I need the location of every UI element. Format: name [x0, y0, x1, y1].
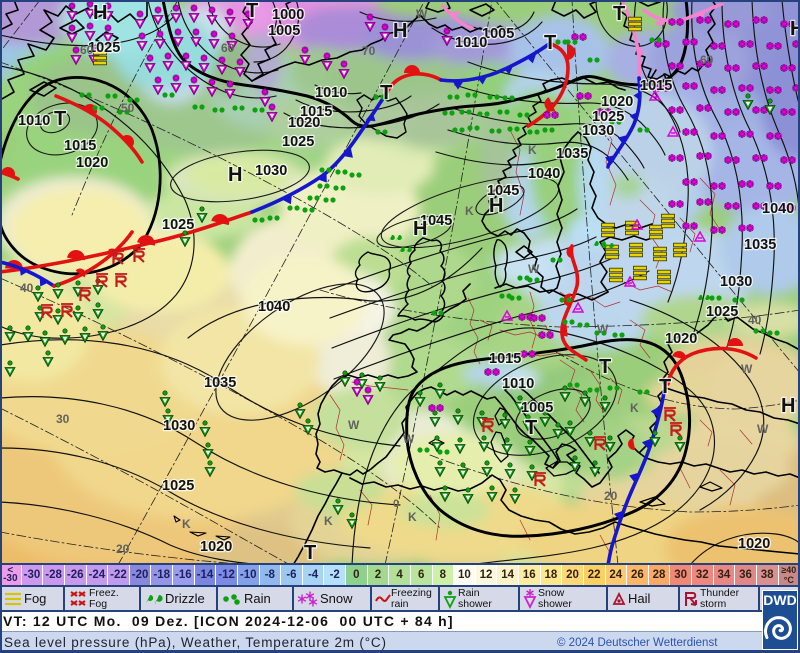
svg-text:W: W: [757, 422, 769, 436]
svg-text:1005: 1005: [268, 23, 300, 39]
svg-text:T: T: [599, 356, 611, 378]
svg-text:K: K: [528, 143, 537, 157]
svg-text:1010: 1010: [315, 85, 347, 101]
svg-text:K: K: [408, 510, 417, 524]
svg-text:1045: 1045: [420, 213, 452, 229]
svg-text:1015: 1015: [489, 351, 521, 367]
svg-text:1040: 1040: [528, 166, 560, 182]
svg-text:1010: 1010: [455, 35, 487, 51]
svg-text:T: T: [544, 32, 556, 54]
svg-text:1025: 1025: [162, 217, 194, 233]
svg-text:K: K: [182, 517, 191, 531]
svg-text:20: 20: [116, 542, 130, 556]
svg-text:1040: 1040: [762, 201, 794, 217]
svg-text:1000: 1000: [272, 7, 304, 23]
svg-text:60: 60: [221, 41, 235, 55]
svg-text:T: T: [54, 108, 66, 130]
svg-text:H: H: [781, 395, 795, 417]
svg-text:T: T: [659, 376, 671, 398]
svg-text:W: W: [597, 322, 609, 336]
svg-text:1020: 1020: [738, 536, 770, 552]
svg-text:40: 40: [20, 281, 34, 295]
svg-text:1025: 1025: [282, 134, 314, 150]
svg-text:1020: 1020: [288, 115, 320, 131]
svg-text:K: K: [630, 401, 639, 415]
svg-text:60: 60: [700, 53, 714, 67]
svg-text:T: T: [246, 0, 258, 22]
svg-text:1025: 1025: [592, 109, 624, 125]
svg-text:W: W: [403, 432, 415, 446]
svg-text:H: H: [93, 2, 107, 24]
svg-text:H: H: [228, 164, 242, 186]
svg-text:K: K: [465, 204, 474, 218]
svg-text:1035: 1035: [744, 237, 776, 253]
svg-text:1030: 1030: [255, 163, 287, 179]
svg-text:60: 60: [80, 43, 94, 57]
svg-text:30: 30: [56, 412, 70, 426]
svg-text:W: W: [741, 362, 753, 376]
svg-text:K: K: [324, 514, 333, 528]
svg-text:1020: 1020: [601, 94, 633, 110]
svg-text:1030: 1030: [720, 274, 752, 290]
svg-text:T: T: [525, 417, 537, 439]
svg-text:1005: 1005: [521, 400, 553, 416]
svg-text:1025: 1025: [88, 40, 120, 56]
svg-text:1015: 1015: [64, 138, 96, 154]
svg-text:1020: 1020: [76, 155, 108, 171]
svg-text:1025: 1025: [162, 478, 194, 494]
svg-text:1010: 1010: [502, 376, 534, 392]
svg-text:T: T: [304, 542, 316, 564]
svg-text:1025: 1025: [706, 304, 738, 320]
svg-text:1015: 1015: [300, 104, 332, 120]
svg-text:1020: 1020: [200, 539, 232, 555]
svg-text:W: W: [528, 262, 540, 276]
svg-text:1035: 1035: [556, 146, 588, 162]
svg-text:1005: 1005: [482, 26, 514, 42]
svg-text:50: 50: [121, 101, 135, 115]
svg-text:40: 40: [748, 313, 762, 327]
svg-text:1020: 1020: [665, 331, 697, 347]
svg-text:W: W: [348, 418, 360, 432]
svg-text:0: 0: [393, 498, 399, 510]
svg-text:1045: 1045: [487, 183, 519, 199]
svg-text:1010: 1010: [18, 113, 50, 129]
svg-text:W: W: [416, 7, 428, 21]
svg-text:1035: 1035: [204, 375, 236, 391]
svg-text:T: T: [380, 82, 392, 104]
svg-text:H: H: [413, 218, 427, 240]
svg-text:20: 20: [604, 489, 618, 503]
svg-text:70: 70: [362, 44, 376, 58]
svg-text:T: T: [613, 3, 625, 25]
svg-text:H: H: [489, 195, 503, 217]
svg-text:1015: 1015: [640, 78, 672, 94]
svg-text:H: H: [393, 20, 407, 42]
svg-text:H: H: [790, 18, 800, 40]
svg-text:1040: 1040: [258, 299, 290, 315]
svg-text:1030: 1030: [582, 123, 614, 139]
svg-text:1030: 1030: [163, 418, 195, 434]
